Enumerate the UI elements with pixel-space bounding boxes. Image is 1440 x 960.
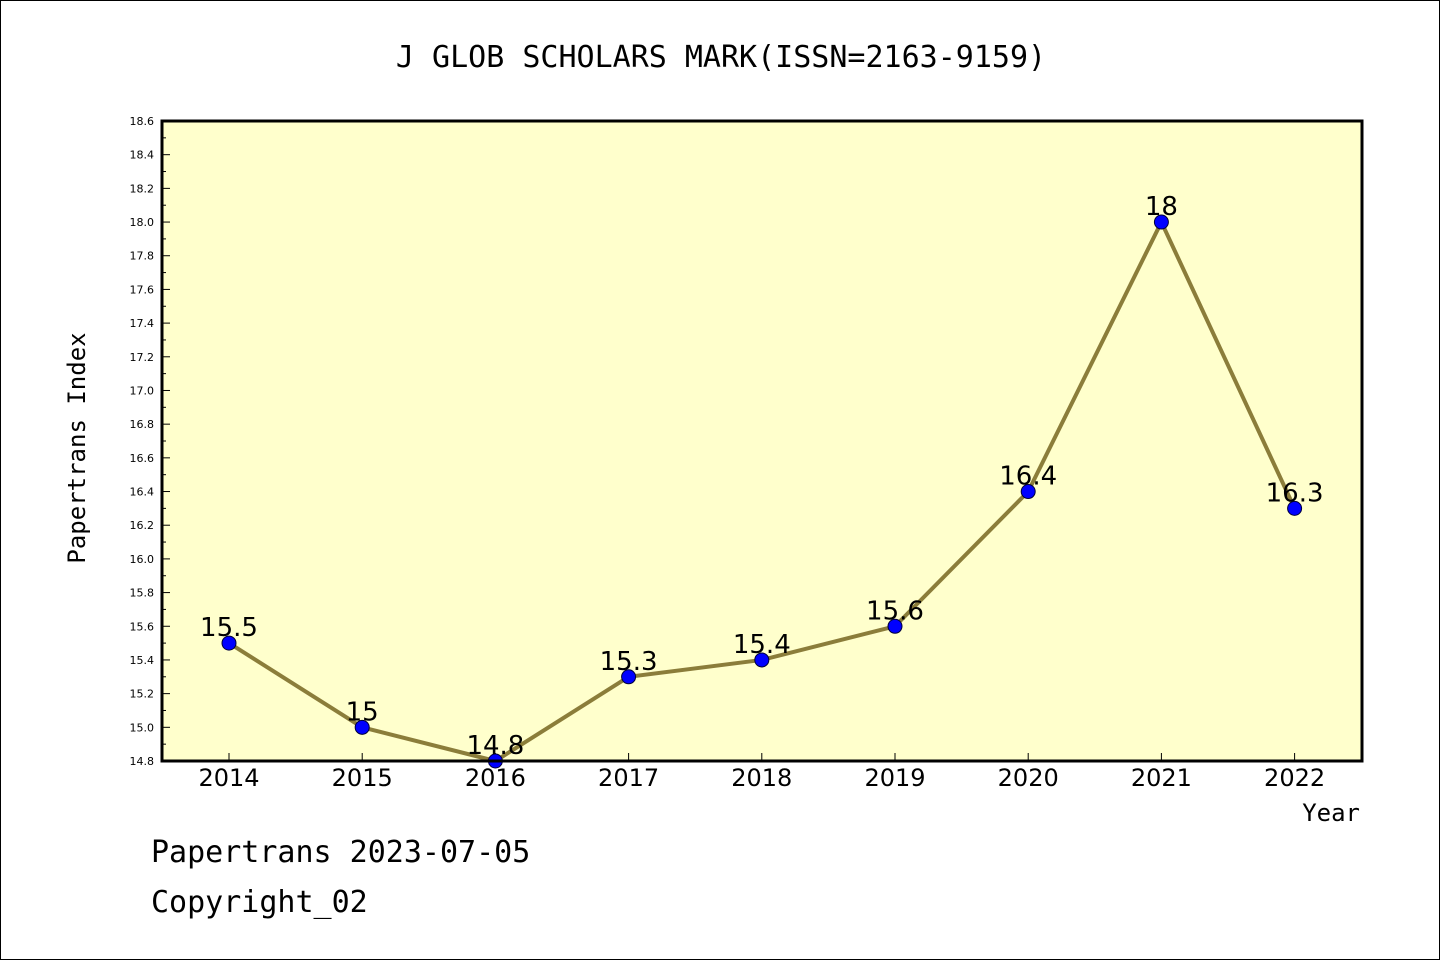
y-tick-label: 18.6 [130,115,155,128]
data-label: 14.8 [466,731,524,761]
data-label: 18 [1145,192,1178,222]
x-tick-label: 2016 [465,764,526,792]
y-tick-label: 16.2 [130,519,155,532]
footer-date: Papertrans 2023-07-05 [151,835,531,870]
data-point [1020,484,1036,500]
data-point [887,618,903,634]
x-tick-label: 2018 [731,764,792,792]
y-axis-title: Papertrans Index [63,332,91,563]
y-tick-label: 17.4 [130,317,155,330]
data-label: 15 [346,697,379,727]
footer-copyright: Copyright_02 [151,885,368,920]
y-tick-label: 16.4 [130,486,155,499]
data-label: 16.3 [1266,478,1324,508]
y-tick-label: 16.8 [130,418,155,431]
y-tick-label: 15.0 [130,721,155,734]
y-tick-label: 14.8 [130,755,155,768]
data-label: 16.4 [999,462,1057,492]
data-point [354,719,370,735]
x-tick-label: 2022 [1264,764,1325,792]
y-tick-label: 15.4 [130,654,155,667]
y-tick-label: 17.8 [130,250,155,263]
y-axis: 14.8 15.0 15.2 15.4 15.6 15.8 16.0 16.2 16.4 16.6… [130,115,170,768]
y-tick-label: 15.2 [130,688,155,701]
x-tick-label: 2019 [864,764,925,792]
data-point [754,652,770,668]
y-tick-label: 16.0 [130,553,155,566]
data-label: 15.5 [200,613,258,643]
data-label: 15.3 [600,647,658,677]
y-tick-label: 15.8 [130,587,155,600]
y-tick-label: 16.6 [130,452,155,465]
x-tick-label: 2014 [198,764,259,792]
y-tick-label: 17.0 [130,384,155,397]
x-tick-label: 2015 [332,764,393,792]
x-tick-label: 2020 [998,764,1059,792]
y-tick-label: 18.4 [130,149,155,162]
data-point [221,635,237,651]
x-tick-label: 2017 [598,764,659,792]
y-tick-label: 15.6 [130,620,155,633]
y-tick-label: 18.0 [130,216,155,229]
data-label: 15.6 [866,596,924,626]
data-point [1153,214,1169,230]
data-point [621,669,637,685]
x-axis-title: Year [1302,799,1360,827]
data-label: 15.4 [733,630,791,660]
y-tick-label: 17.6 [130,283,155,296]
chart-title: J GLOB SCHOLARS MARK(ISSN=2163-9159) [396,40,1046,75]
plot-border [160,119,1364,763]
x-tick-label: 2021 [1131,764,1192,792]
x-axis: 2014 2015 2016 2017 2018 2019 2020 2021 2022 [198,753,1325,792]
y-tick-label: 18.2 [130,182,155,195]
data-point [1287,500,1303,516]
y-tick-label: 17.2 [130,351,155,364]
series-layer: 15.5 15 14.8 15.3 15.4 15.6 16.4 18 16.3 [200,192,1324,769]
